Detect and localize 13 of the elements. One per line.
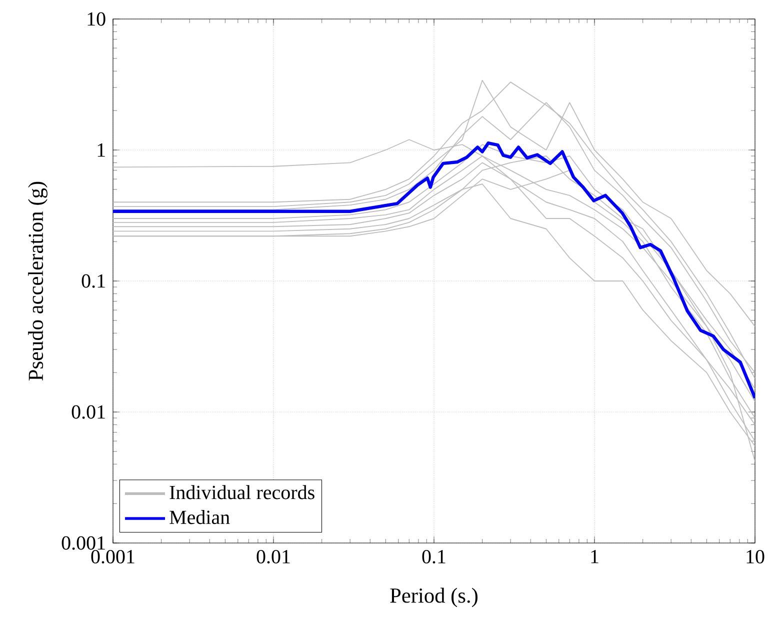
x-tick-label: 1 [591,550,598,564]
y-tick-label: 0.001 [62,536,105,550]
x-tick-label: 0.1 [422,550,446,564]
legend-label: Median [170,510,230,524]
y-tick-label: 10 [88,12,106,26]
y-tick-label: 0.01 [72,405,105,419]
y-tick-label: 0.1 [82,274,105,288]
y-axis-title: Pseudo acceleration (g) [28,182,48,380]
x-tick-label: 10 [746,550,764,564]
legend-label: Individual records [170,485,314,500]
x-tick-label: 0.01 [256,550,290,564]
y-tick-label: 1 [98,143,105,157]
x-axis-title: Period (s.) [390,588,478,608]
